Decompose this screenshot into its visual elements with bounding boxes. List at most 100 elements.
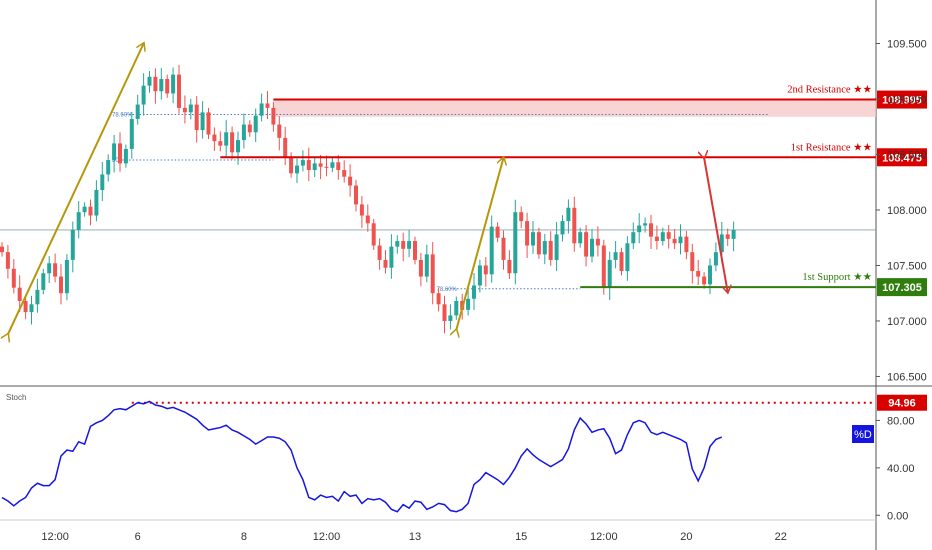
candle-body[interactable] bbox=[584, 232, 589, 257]
candle-body[interactable] bbox=[413, 241, 417, 260]
candle-body[interactable] bbox=[702, 276, 707, 285]
candle-body[interactable] bbox=[35, 289, 40, 305]
candle-body[interactable] bbox=[342, 170, 347, 177]
candle-body[interactable] bbox=[560, 221, 565, 235]
candle-body[interactable] bbox=[637, 225, 642, 233]
candle-body[interactable] bbox=[165, 79, 170, 94]
candle-body[interactable] bbox=[430, 254, 435, 294]
candle-body[interactable] bbox=[654, 236, 659, 242]
candle-body[interactable] bbox=[377, 245, 382, 260]
candle-body[interactable] bbox=[289, 156, 294, 174]
candle-body[interactable] bbox=[613, 252, 618, 260]
candle-body[interactable] bbox=[212, 134, 217, 142]
candle-body[interactable] bbox=[306, 160, 311, 171]
candle-body[interactable] bbox=[566, 207, 571, 222]
candle-body[interactable] bbox=[383, 259, 388, 268]
trend-arrow[interactable] bbox=[8, 44, 144, 335]
candle-body[interactable] bbox=[295, 165, 299, 174]
candle-body[interactable] bbox=[283, 137, 288, 157]
candle-body[interactable] bbox=[147, 76, 152, 86]
candle-body[interactable] bbox=[696, 271, 701, 277]
candle-body[interactable] bbox=[271, 107, 276, 125]
candle-body[interactable] bbox=[318, 163, 323, 167]
candle-body[interactable] bbox=[708, 265, 712, 285]
candle-body[interactable] bbox=[336, 162, 341, 171]
candle-body[interactable] bbox=[554, 234, 559, 260]
candle-body[interactable] bbox=[247, 124, 252, 133]
candle-body[interactable] bbox=[519, 212, 524, 222]
candle-body[interactable] bbox=[536, 232, 541, 255]
candle-body[interactable] bbox=[601, 245, 606, 288]
candle-body[interactable] bbox=[106, 160, 111, 175]
candle-body[interactable] bbox=[312, 163, 317, 171]
candle-body[interactable] bbox=[448, 315, 453, 321]
candle-body[interactable] bbox=[678, 236, 683, 244]
candle-body[interactable] bbox=[330, 162, 335, 168]
candle-body[interactable] bbox=[253, 115, 258, 133]
candle-body[interactable] bbox=[542, 241, 547, 255]
candle-body[interactable] bbox=[135, 104, 140, 119]
candle-body[interactable] bbox=[11, 268, 16, 288]
candle-body[interactable] bbox=[141, 85, 146, 105]
candle-body[interactable] bbox=[123, 148, 128, 164]
candle-body[interactable] bbox=[424, 254, 429, 277]
candle-body[interactable] bbox=[118, 143, 122, 164]
candle-body[interactable] bbox=[153, 76, 158, 92]
candle-body[interactable] bbox=[194, 104, 199, 131]
candle-body[interactable] bbox=[171, 74, 176, 94]
candle-body[interactable] bbox=[472, 285, 476, 299]
candle-body[interactable] bbox=[29, 304, 34, 313]
candle-body[interactable] bbox=[182, 107, 187, 113]
candle-body[interactable] bbox=[241, 124, 246, 141]
candle-body[interactable] bbox=[513, 212, 518, 274]
candle-body[interactable] bbox=[531, 232, 535, 246]
candle-body[interactable] bbox=[607, 259, 612, 288]
candle-body[interactable] bbox=[159, 79, 164, 92]
candle-body[interactable] bbox=[112, 143, 117, 161]
candle-body[interactable] bbox=[277, 124, 282, 138]
candle-body[interactable] bbox=[507, 259, 512, 274]
candle-body[interactable] bbox=[690, 252, 695, 272]
candle-body[interactable] bbox=[41, 273, 46, 290]
candle-body[interactable] bbox=[236, 140, 240, 153]
candle-body[interactable] bbox=[389, 246, 394, 268]
candle-body[interactable] bbox=[495, 226, 500, 238]
candle-body[interactable] bbox=[619, 252, 624, 272]
candle-body[interactable] bbox=[595, 238, 600, 246]
candle-body[interactable] bbox=[454, 300, 459, 316]
candle-body[interactable] bbox=[684, 236, 689, 253]
candle-body[interactable] bbox=[218, 141, 223, 146]
candle-body[interactable] bbox=[395, 241, 400, 247]
candle-body[interactable] bbox=[354, 185, 358, 205]
candle-body[interactable] bbox=[631, 232, 636, 244]
candle-body[interactable] bbox=[259, 103, 264, 116]
stochastic-panel[interactable]: Stoch 94.96 %D bbox=[1, 393, 927, 513]
candle-body[interactable] bbox=[466, 298, 471, 310]
candle-body[interactable] bbox=[5, 252, 10, 269]
candle-body[interactable] bbox=[224, 132, 229, 146]
candle-body[interactable] bbox=[660, 232, 665, 242]
candle-body[interactable] bbox=[407, 241, 412, 249]
candle-body[interactable] bbox=[47, 263, 52, 274]
candle-body[interactable] bbox=[649, 223, 653, 237]
candle-body[interactable] bbox=[501, 237, 506, 260]
candle-body[interactable] bbox=[94, 190, 99, 216]
candle-body[interactable] bbox=[572, 207, 577, 244]
candle-body[interactable] bbox=[230, 132, 235, 153]
candle-body[interactable] bbox=[100, 174, 105, 191]
candle-body[interactable] bbox=[348, 176, 353, 186]
candle-body[interactable] bbox=[489, 226, 494, 275]
candle-body[interactable] bbox=[188, 104, 193, 113]
candle-body[interactable] bbox=[64, 259, 69, 294]
candle-body[interactable] bbox=[483, 265, 488, 275]
candle-body[interactable] bbox=[401, 241, 406, 249]
candle-body[interactable] bbox=[59, 276, 63, 294]
candle-body[interactable] bbox=[300, 160, 305, 166]
candle-body[interactable] bbox=[713, 252, 718, 266]
candle-body[interactable] bbox=[177, 74, 181, 108]
candle-body[interactable] bbox=[206, 112, 211, 135]
candle-body[interactable] bbox=[548, 241, 553, 260]
candle-body[interactable] bbox=[200, 112, 205, 131]
candle-body[interactable] bbox=[436, 293, 441, 305]
